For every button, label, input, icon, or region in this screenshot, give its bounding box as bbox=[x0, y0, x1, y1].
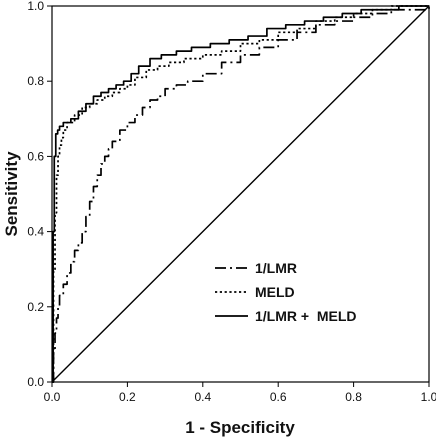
series-line-3 bbox=[52, 5, 429, 383]
y-tick-label: 1.0 bbox=[27, 0, 44, 13]
x-tick-label: 0.2 bbox=[119, 390, 136, 404]
series-line-1 bbox=[52, 6, 430, 383]
x-axis-title: 1 - Specificity bbox=[185, 418, 295, 437]
y-axis-ticks: 0.0 0.2 0.4 0.6 0.8 1.0 bbox=[27, 0, 52, 389]
x-tick-label: 1.0 bbox=[421, 390, 436, 404]
reference-line-layer bbox=[51, 5, 430, 383]
series-layer bbox=[52, 5, 430, 383]
legend: 1/LMR MELD 1/LMR + MELD bbox=[215, 260, 357, 324]
reference-diagonal-line bbox=[51, 5, 430, 383]
y-tick-label: 0.0 bbox=[27, 375, 44, 389]
x-axis-ticks: 0.0 0.2 0.4 0.6 0.8 1.0 bbox=[44, 382, 436, 404]
y-tick-label: 0.8 bbox=[27, 74, 44, 88]
legend-label-2: MELD bbox=[255, 284, 295, 300]
legend-label-1: 1/LMR bbox=[255, 260, 297, 276]
legend-label-3: 1/LMR + MELD bbox=[255, 308, 357, 324]
x-tick-label: 0.4 bbox=[194, 390, 211, 404]
y-tick-label: 0.4 bbox=[27, 225, 44, 239]
x-tick-label: 0.6 bbox=[270, 390, 287, 404]
y-axis-title: Sensitivity bbox=[2, 151, 21, 237]
y-tick-label: 0.2 bbox=[27, 300, 44, 314]
y-tick-label: 0.6 bbox=[27, 149, 44, 163]
series-line-2 bbox=[52, 5, 429, 383]
x-tick-label: 0.0 bbox=[44, 390, 61, 404]
x-tick-label: 0.8 bbox=[345, 390, 362, 404]
